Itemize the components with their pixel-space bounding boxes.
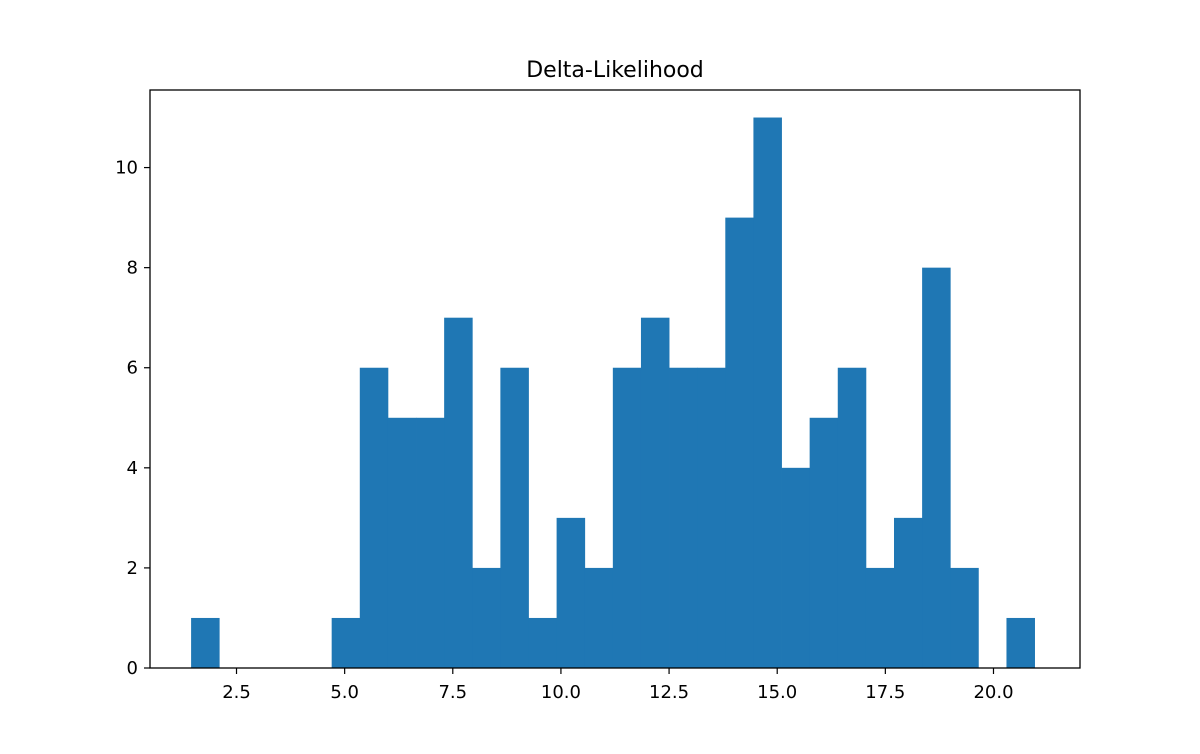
histogram-bar bbox=[331, 617, 361, 668]
histogram-bar bbox=[556, 517, 586, 668]
y-tick-label: 8 bbox=[127, 258, 138, 279]
histogram-bar bbox=[584, 567, 614, 668]
histogram-bar bbox=[472, 567, 501, 668]
histogram-bar bbox=[837, 367, 867, 668]
histogram-bar bbox=[416, 417, 445, 668]
histogram-bar bbox=[809, 417, 839, 668]
x-tick-label: 10.0 bbox=[541, 682, 581, 703]
x-axis: 2.5 5.0 7.5 10.0 12.5 15.0 17.5 20.0 bbox=[222, 668, 1014, 703]
histogram-bar bbox=[1006, 617, 1035, 668]
histogram-bar bbox=[894, 517, 923, 668]
x-tick-label: 5.0 bbox=[330, 682, 359, 703]
chart-title: Delta-Likelihood bbox=[526, 58, 704, 83]
x-tick-label: 15.0 bbox=[757, 682, 797, 703]
histogram-bar bbox=[697, 367, 726, 668]
histogram-bar bbox=[387, 417, 417, 668]
histogram-bar bbox=[781, 467, 811, 668]
histogram-bar bbox=[950, 567, 979, 668]
histogram-bar bbox=[359, 367, 389, 668]
x-tick-label: 7.5 bbox=[438, 682, 467, 703]
histogram-bar bbox=[640, 317, 670, 668]
y-tick-label: 6 bbox=[127, 358, 138, 379]
histogram-bar bbox=[612, 367, 642, 668]
x-tick-label: 17.5 bbox=[865, 682, 905, 703]
histogram-bar bbox=[725, 217, 754, 668]
x-tick-label: 12.5 bbox=[649, 682, 689, 703]
histogram-bar bbox=[500, 367, 529, 668]
y-tick-label: 0 bbox=[127, 658, 138, 679]
x-tick-label: 2.5 bbox=[222, 682, 251, 703]
histogram-bar bbox=[444, 317, 473, 668]
histogram-bar bbox=[865, 567, 895, 668]
y-tick-label: 10 bbox=[115, 158, 138, 179]
y-axis: 0 2 4 6 8 10 bbox=[115, 158, 150, 679]
histogram-bar bbox=[922, 267, 951, 668]
histogram-bar bbox=[669, 367, 698, 668]
plot-frame bbox=[149, 89, 1081, 669]
x-tick-label: 20.0 bbox=[973, 682, 1013, 703]
y-tick-label: 2 bbox=[127, 558, 138, 579]
histogram-bar bbox=[753, 117, 782, 669]
bars-group bbox=[191, 117, 1035, 669]
histogram-bar bbox=[191, 617, 220, 668]
y-tick-label: 4 bbox=[127, 458, 138, 479]
histogram-bar bbox=[528, 617, 558, 668]
